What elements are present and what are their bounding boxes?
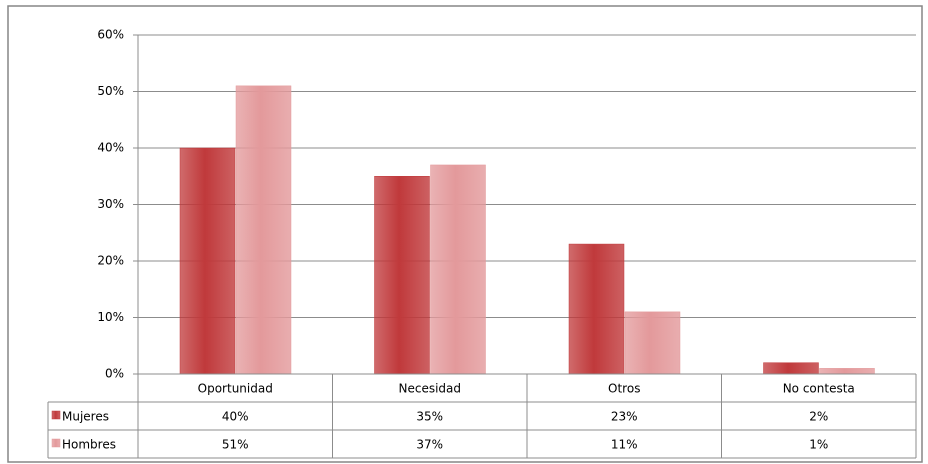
y-tick-label: 20%	[97, 254, 124, 268]
bar	[430, 164, 486, 375]
bar	[179, 147, 236, 375]
x-tick-label: Necesidad	[398, 382, 461, 396]
y-tick-label: 60%	[97, 28, 124, 42]
bar	[235, 85, 292, 375]
data-label: 35%	[416, 410, 443, 424]
data-label: 51%	[222, 438, 249, 452]
data-label: 23%	[611, 410, 638, 424]
legend-label: Hombres	[62, 438, 116, 452]
y-tick-label: 0%	[105, 367, 124, 381]
y-tick-label: 30%	[97, 197, 124, 211]
bar	[624, 311, 681, 375]
bar	[374, 176, 430, 375]
x-tick-label: Otros	[608, 382, 640, 396]
x-tick-label: No contesta	[783, 382, 855, 396]
legend-swatch	[51, 410, 61, 420]
data-label: 1%	[809, 438, 828, 452]
data-label: 40%	[222, 410, 249, 424]
x-tick-label: Oportunidad	[198, 382, 273, 396]
data-label: 2%	[809, 410, 828, 424]
bar	[819, 368, 875, 375]
legend-swatch	[51, 438, 61, 448]
y-tick-label: 40%	[97, 141, 124, 155]
bar	[568, 243, 625, 375]
data-label: 11%	[611, 438, 638, 452]
data-label: 37%	[416, 438, 443, 452]
y-tick-label: 10%	[97, 310, 124, 324]
legend-label: Mujeres	[62, 410, 109, 424]
y-tick-label: 50%	[97, 84, 124, 98]
bar	[763, 362, 819, 375]
